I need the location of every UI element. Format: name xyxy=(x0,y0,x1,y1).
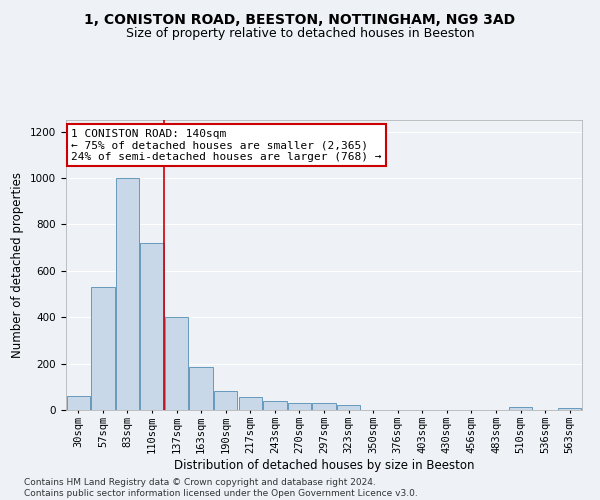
Bar xyxy=(337,406,360,410)
Bar xyxy=(91,287,115,410)
Bar xyxy=(190,367,213,410)
Bar xyxy=(239,397,262,410)
Text: Size of property relative to detached houses in Beeston: Size of property relative to detached ho… xyxy=(125,28,475,40)
Y-axis label: Number of detached properties: Number of detached properties xyxy=(11,172,25,358)
Bar xyxy=(263,400,287,410)
Text: 1 CONISTON ROAD: 140sqm
← 75% of detached houses are smaller (2,365)
24% of semi: 1 CONISTON ROAD: 140sqm ← 75% of detache… xyxy=(71,128,382,162)
X-axis label: Distribution of detached houses by size in Beeston: Distribution of detached houses by size … xyxy=(174,458,474,471)
Bar xyxy=(509,406,532,410)
Text: Contains HM Land Registry data © Crown copyright and database right 2024.
Contai: Contains HM Land Registry data © Crown c… xyxy=(24,478,418,498)
Bar xyxy=(288,403,311,410)
Bar xyxy=(140,243,164,410)
Text: 1, CONISTON ROAD, BEESTON, NOTTINGHAM, NG9 3AD: 1, CONISTON ROAD, BEESTON, NOTTINGHAM, N… xyxy=(85,12,515,26)
Bar xyxy=(116,178,139,410)
Bar xyxy=(67,396,90,410)
Bar xyxy=(214,392,238,410)
Bar xyxy=(558,408,581,410)
Bar xyxy=(313,403,335,410)
Bar xyxy=(165,317,188,410)
